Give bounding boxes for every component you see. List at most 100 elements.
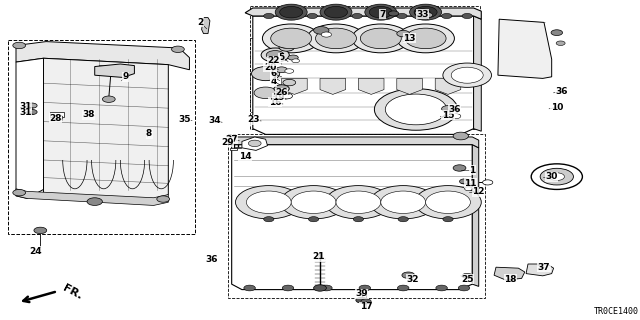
Circle shape bbox=[531, 164, 582, 189]
Bar bbox=[50, 112, 64, 117]
Text: 10: 10 bbox=[550, 103, 563, 112]
Circle shape bbox=[453, 132, 468, 140]
Circle shape bbox=[314, 27, 329, 34]
Circle shape bbox=[264, 13, 274, 19]
Circle shape bbox=[397, 24, 454, 53]
Circle shape bbox=[276, 67, 287, 73]
Circle shape bbox=[27, 103, 37, 108]
Text: 34: 34 bbox=[208, 116, 221, 125]
Polygon shape bbox=[494, 267, 525, 280]
Circle shape bbox=[443, 217, 453, 222]
Polygon shape bbox=[358, 78, 384, 94]
Circle shape bbox=[271, 28, 312, 49]
Circle shape bbox=[397, 13, 407, 19]
Circle shape bbox=[369, 6, 392, 18]
Circle shape bbox=[281, 93, 292, 99]
Text: FR.: FR. bbox=[61, 283, 84, 301]
Circle shape bbox=[262, 24, 320, 53]
Text: 38: 38 bbox=[82, 110, 95, 119]
Circle shape bbox=[320, 4, 352, 20]
Circle shape bbox=[353, 217, 364, 222]
Bar bbox=[230, 148, 237, 150]
Text: 24: 24 bbox=[29, 247, 42, 256]
Circle shape bbox=[314, 285, 326, 291]
Circle shape bbox=[27, 109, 37, 115]
Circle shape bbox=[254, 87, 277, 99]
Text: 37: 37 bbox=[538, 263, 550, 272]
Text: 13: 13 bbox=[403, 34, 416, 43]
Text: 14: 14 bbox=[239, 152, 252, 161]
Text: 35: 35 bbox=[178, 115, 191, 124]
Polygon shape bbox=[16, 42, 189, 70]
Polygon shape bbox=[232, 145, 472, 290]
Text: 36: 36 bbox=[556, 87, 568, 96]
Polygon shape bbox=[282, 78, 307, 94]
Circle shape bbox=[87, 198, 102, 205]
Text: 28: 28 bbox=[49, 114, 62, 123]
Text: 19: 19 bbox=[272, 93, 285, 102]
Polygon shape bbox=[320, 78, 346, 94]
Text: 4: 4 bbox=[270, 77, 276, 86]
Circle shape bbox=[279, 44, 294, 51]
Circle shape bbox=[465, 187, 472, 191]
Circle shape bbox=[307, 24, 365, 53]
Circle shape bbox=[157, 196, 170, 202]
Circle shape bbox=[34, 227, 47, 234]
Circle shape bbox=[414, 6, 437, 18]
Polygon shape bbox=[16, 58, 44, 198]
Text: 3: 3 bbox=[270, 72, 276, 81]
Circle shape bbox=[282, 285, 294, 291]
Text: 11: 11 bbox=[464, 179, 477, 188]
Circle shape bbox=[397, 30, 410, 37]
Text: 20: 20 bbox=[264, 63, 276, 72]
Circle shape bbox=[285, 69, 294, 73]
Circle shape bbox=[280, 186, 347, 219]
Circle shape bbox=[359, 285, 371, 291]
Circle shape bbox=[316, 28, 356, 49]
Circle shape bbox=[451, 67, 483, 83]
Text: 31: 31 bbox=[19, 102, 32, 111]
Polygon shape bbox=[225, 137, 479, 148]
Polygon shape bbox=[526, 264, 554, 276]
Circle shape bbox=[352, 13, 362, 19]
Text: 31: 31 bbox=[19, 108, 32, 117]
Text: 25: 25 bbox=[461, 275, 474, 284]
Text: 12: 12 bbox=[472, 188, 485, 196]
Polygon shape bbox=[397, 78, 422, 94]
Circle shape bbox=[442, 13, 452, 19]
Circle shape bbox=[325, 186, 392, 219]
Circle shape bbox=[436, 285, 447, 291]
Circle shape bbox=[549, 173, 564, 180]
Circle shape bbox=[402, 272, 415, 278]
Polygon shape bbox=[95, 64, 134, 77]
Circle shape bbox=[360, 28, 401, 49]
Text: TR0CE1400: TR0CE1400 bbox=[594, 307, 639, 316]
Circle shape bbox=[352, 24, 410, 53]
Circle shape bbox=[462, 13, 472, 19]
Text: 32: 32 bbox=[406, 275, 419, 284]
Circle shape bbox=[275, 4, 307, 20]
Circle shape bbox=[397, 285, 409, 291]
Text: 15: 15 bbox=[442, 111, 454, 120]
Circle shape bbox=[291, 191, 336, 213]
Text: 22: 22 bbox=[268, 56, 280, 65]
Circle shape bbox=[462, 273, 472, 278]
Circle shape bbox=[261, 48, 289, 62]
Text: 18: 18 bbox=[504, 275, 517, 284]
Text: 29: 29 bbox=[221, 138, 234, 147]
Circle shape bbox=[264, 217, 274, 222]
Text: 39: 39 bbox=[355, 289, 368, 298]
Circle shape bbox=[398, 217, 408, 222]
Circle shape bbox=[274, 85, 289, 92]
Polygon shape bbox=[498, 19, 552, 78]
Circle shape bbox=[252, 67, 280, 81]
Circle shape bbox=[443, 63, 492, 87]
Circle shape bbox=[307, 13, 317, 19]
Circle shape bbox=[236, 186, 302, 219]
Text: 6: 6 bbox=[270, 69, 276, 78]
Text: 30: 30 bbox=[545, 172, 558, 181]
Circle shape bbox=[451, 114, 461, 119]
Circle shape bbox=[13, 42, 26, 49]
Circle shape bbox=[551, 30, 563, 36]
Circle shape bbox=[102, 96, 115, 102]
